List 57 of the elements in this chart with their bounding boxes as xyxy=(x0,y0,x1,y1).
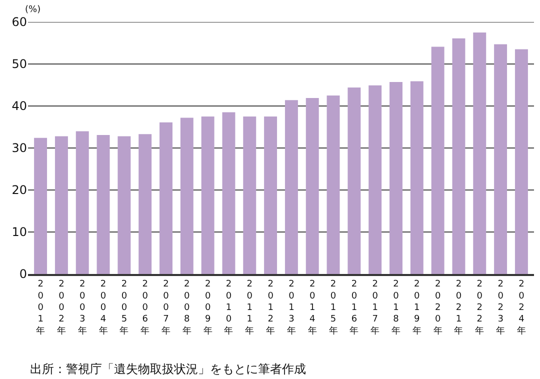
bar xyxy=(243,116,256,274)
x-tick-label: 2018年 xyxy=(392,280,400,336)
x-tick-label: 2014年 xyxy=(308,280,317,336)
x-tick-label: 2006年 xyxy=(140,280,150,336)
y-tick-label: 10 xyxy=(12,225,27,240)
y-tick-label: 60 xyxy=(12,15,27,30)
bar xyxy=(410,81,424,274)
y-axis-title: (%) xyxy=(25,5,41,15)
bar xyxy=(326,96,340,274)
y-tick-label: 50 xyxy=(12,57,27,72)
x-tick-label: 2022年 xyxy=(475,280,484,336)
x-tick-label: 2020年 xyxy=(433,280,442,336)
x-tick-label: 2002年 xyxy=(56,280,66,336)
x-tick-label: 2005年 xyxy=(120,280,129,336)
bar xyxy=(264,116,278,274)
x-tick-label: 2008年 xyxy=(182,280,192,336)
x-tick-label: 2003年 xyxy=(78,280,87,336)
bar xyxy=(201,116,214,274)
x-tick-label: 2010年 xyxy=(224,280,234,336)
text: 出所：警視庁「遺失物取扱状況」をもとに筆者作成 xyxy=(30,362,306,376)
bar xyxy=(494,44,508,274)
x-tick-label: 2007年 xyxy=(162,280,170,336)
y-tick-label: 30 xyxy=(12,141,27,156)
x-tick-label: 2024年 xyxy=(516,280,526,336)
bar xyxy=(348,88,361,274)
bar xyxy=(180,118,194,274)
bar xyxy=(96,134,110,274)
bar xyxy=(452,38,466,274)
x-tick-label: 2013年 xyxy=(286,280,296,336)
x-tick-label: 2001年 xyxy=(36,280,46,336)
bar xyxy=(76,131,89,274)
bar xyxy=(368,85,382,274)
x-tick-label: 2012年 xyxy=(266,280,276,336)
y-tick-label: 0 xyxy=(19,267,27,282)
bar xyxy=(473,32,486,274)
bar xyxy=(138,134,152,274)
bar xyxy=(514,49,528,274)
y-tick-label: 20 xyxy=(12,183,27,198)
x-tick-label: 2021年 xyxy=(454,280,464,336)
x-tick-label: 2015年 xyxy=(328,280,338,336)
x-tick-label: 2019年 xyxy=(412,280,422,336)
bar xyxy=(160,122,172,274)
bar xyxy=(54,136,68,274)
x-tick-label: 2017年 xyxy=(370,280,380,336)
y-tick-label: 40 xyxy=(12,99,27,114)
x-tick-label: 2004年 xyxy=(98,280,108,336)
bar xyxy=(34,138,48,274)
bar xyxy=(431,46,444,274)
bar xyxy=(390,82,402,274)
bar xyxy=(284,100,298,274)
bar xyxy=(222,112,236,274)
x-tick-label: 2009年 xyxy=(203,280,212,336)
x-tick-label: 2023年 xyxy=(496,280,506,336)
bar xyxy=(306,98,319,274)
bar xyxy=(118,136,131,274)
x-tick-label: 2016年 xyxy=(350,280,359,336)
x-tick-label: 2011年 xyxy=(245,280,254,336)
